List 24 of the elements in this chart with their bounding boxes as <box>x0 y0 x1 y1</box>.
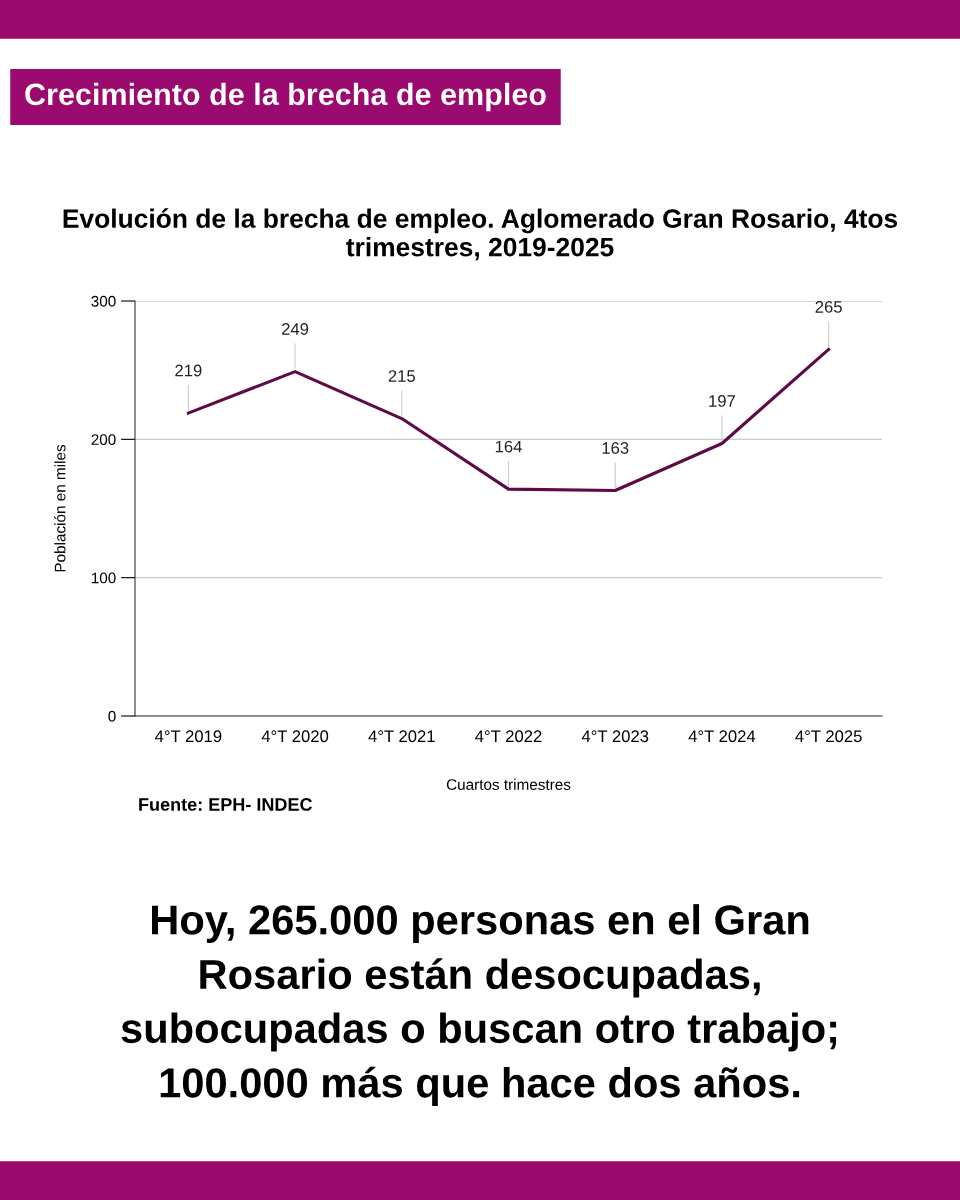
x-tick-label: 4°T 2023 <box>581 730 649 743</box>
y-tick-label: 100 <box>91 572 116 584</box>
source-note: Fuente: EPH- INDEC <box>139 798 313 811</box>
y-axis-title: Población en miles <box>54 444 66 572</box>
x-tick-label: 4°T 2025 <box>795 730 862 743</box>
data-label: 215 <box>388 370 415 382</box>
text: Hoy, 265.000 personas en el Gran Rosario están desocupadas, subocupadas o buscan otro trabajo; 100.000 más que hace dos años. <box>121 904 837 1106</box>
x-tick-label: 4°T 2020 <box>261 730 329 743</box>
data-label: 249 <box>282 323 309 335</box>
data-label: 265 <box>815 300 842 313</box>
data-label: 219 <box>175 364 202 377</box>
x-tick-label: 4°T 2019 <box>154 730 222 743</box>
x-axis-title: Cuartos trimestres <box>446 778 571 790</box>
data-label: 164 <box>495 440 522 453</box>
x-tick-label: 4°T 2021 <box>368 730 435 743</box>
data-label: 163 <box>602 442 629 454</box>
y-tick-label: 200 <box>91 434 116 446</box>
x-tick-label: 4°T 2022 <box>475 730 542 743</box>
y-tick-label: 0 <box>108 710 116 722</box>
y-tick-label: 300 <box>91 295 116 307</box>
x-tick-label: 4°T 2024 <box>688 730 756 743</box>
text: Crecimiento de la brecha de empleo <box>25 82 546 112</box>
chart-title: Evolución de la brecha de empleo. Aglomerado Gran Rosario, 4tos trimestres, 2019-2025 <box>63 208 898 261</box>
data-label: 197 <box>709 395 735 407</box>
